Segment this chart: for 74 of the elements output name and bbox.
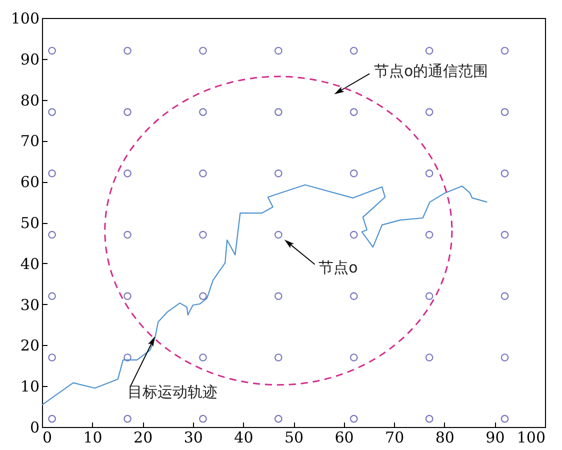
x-tick-label: 80 (435, 428, 454, 446)
point (48, 170, 56, 178)
point (124, 230, 132, 239)
point (425, 354, 434, 362)
point (48, 230, 56, 239)
y-tick-label: 20 (20, 336, 40, 355)
point (199, 230, 207, 239)
point (199, 414, 207, 423)
point (124, 108, 132, 116)
point (274, 414, 282, 423)
point (350, 46, 358, 55)
point (350, 108, 358, 116)
point (48, 354, 56, 362)
point (500, 170, 509, 178)
x-tick-label: 50 (284, 428, 304, 446)
point (199, 46, 207, 55)
point (350, 170, 358, 178)
x-tick-label: 60 (334, 428, 354, 446)
x-tick-label: 0 (42, 428, 52, 446)
x-tick-label: 30 (184, 428, 203, 446)
point (274, 230, 282, 239)
point (350, 230, 358, 239)
point (274, 354, 282, 362)
point (425, 292, 434, 300)
x-tick-label: 100 (516, 428, 546, 446)
point (199, 354, 207, 362)
point (350, 354, 358, 362)
annotation: 节点o (318, 258, 358, 276)
point (48, 292, 56, 300)
x-tick-label: 20 (134, 428, 153, 446)
y-tick-label: 30 (20, 296, 40, 314)
point (124, 414, 132, 423)
point (48, 108, 56, 116)
x-tick-label: 90 (486, 428, 505, 446)
annotation: 目标运动轨迹 (128, 383, 218, 402)
point (199, 170, 207, 178)
y-tick-label: 10 (20, 378, 40, 396)
point (500, 46, 509, 55)
y-tick-label: 70 (20, 132, 40, 150)
point (350, 414, 358, 423)
y-tick-label: 90 (20, 50, 40, 68)
point (124, 170, 132, 178)
point (425, 46, 434, 55)
point (350, 292, 358, 300)
point (274, 170, 282, 178)
point (274, 46, 282, 55)
annotation: 节点o的通信范围 (374, 62, 488, 80)
point (500, 354, 509, 362)
y-tick-label: 80 (20, 91, 40, 110)
point (500, 414, 509, 423)
point (48, 414, 56, 423)
x-tick-label: 10 (83, 428, 102, 446)
point (500, 292, 509, 300)
x-tick-label: 70 (385, 428, 404, 446)
point (199, 292, 207, 300)
line-series (41, 184, 488, 406)
point (274, 292, 282, 300)
point (274, 108, 282, 116)
y-tick-label: 40 (20, 254, 40, 273)
point (48, 46, 56, 55)
y-tick-label: 100 (10, 10, 40, 28)
point (124, 46, 132, 55)
point (425, 170, 434, 178)
point (425, 414, 434, 423)
point (425, 108, 434, 116)
point (425, 230, 434, 239)
y-tick-label: 50 (20, 214, 40, 232)
x-tick-label: 40 (234, 428, 254, 446)
point (199, 108, 207, 116)
point (500, 108, 509, 116)
point (124, 292, 132, 300)
point (500, 230, 509, 239)
y-tick-label: 60 (20, 173, 40, 192)
point (124, 354, 132, 362)
